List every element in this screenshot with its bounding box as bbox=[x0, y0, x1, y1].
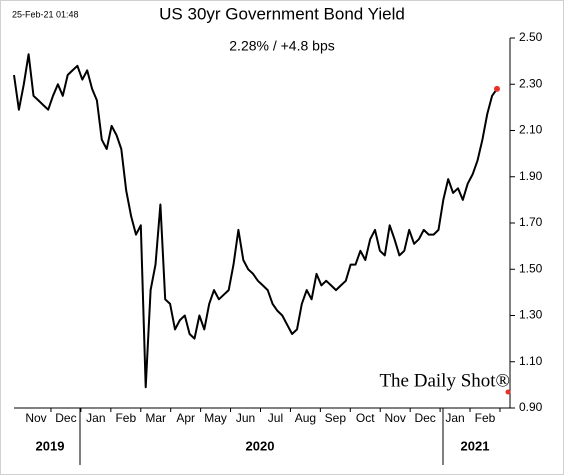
series-line bbox=[13, 53, 498, 389]
year-label: 2021 bbox=[461, 438, 490, 453]
chart-subtitle: 2.28% / +4.8 bps bbox=[229, 38, 334, 54]
watermark-dot bbox=[505, 389, 511, 395]
watermark: The Daily Shot® bbox=[379, 370, 510, 391]
chart-title: US 30yr Government Bond Yield bbox=[159, 4, 405, 23]
y-tick-label: 0.90 bbox=[519, 400, 543, 414]
y-tick-label: 1.10 bbox=[519, 354, 543, 368]
year-label: 2019 bbox=[36, 438, 65, 453]
timestamp: 25-Feb-21 01:48 bbox=[12, 9, 79, 19]
x-tick-label: Jun bbox=[236, 411, 255, 425]
x-tick-label: Jan bbox=[86, 411, 105, 425]
y-tick-label: 1.50 bbox=[519, 261, 543, 275]
y-tick-label: 1.90 bbox=[519, 169, 543, 183]
year-label: 2020 bbox=[246, 438, 275, 453]
x-tick-label: Jan bbox=[445, 411, 464, 425]
x-tick-label: Aug bbox=[295, 411, 316, 425]
x-tick-label: Oct bbox=[356, 411, 375, 425]
y-tick-label: 1.30 bbox=[519, 308, 543, 322]
x-tick-label: Feb bbox=[475, 411, 496, 425]
y-tick-label: 2.50 bbox=[519, 30, 543, 44]
x-tick-label: Jul bbox=[268, 411, 283, 425]
x-tick-label: Apr bbox=[176, 411, 195, 425]
x-tick-label: Dec bbox=[414, 411, 435, 425]
y-tick-label: 2.10 bbox=[519, 123, 543, 137]
last-point bbox=[494, 85, 500, 92]
x-tick-label: Sep bbox=[325, 411, 347, 425]
x-tick-label: Nov bbox=[385, 411, 406, 425]
x-tick-label: Feb bbox=[115, 411, 136, 425]
y-tick-label: 2.30 bbox=[519, 76, 543, 90]
x-tick-label: Mar bbox=[145, 411, 166, 425]
x-tick-label: Nov bbox=[25, 411, 46, 425]
y-tick-label: 1.70 bbox=[519, 215, 543, 229]
x-tick-label: May bbox=[204, 411, 227, 425]
x-tick-label: Dec bbox=[55, 411, 76, 425]
